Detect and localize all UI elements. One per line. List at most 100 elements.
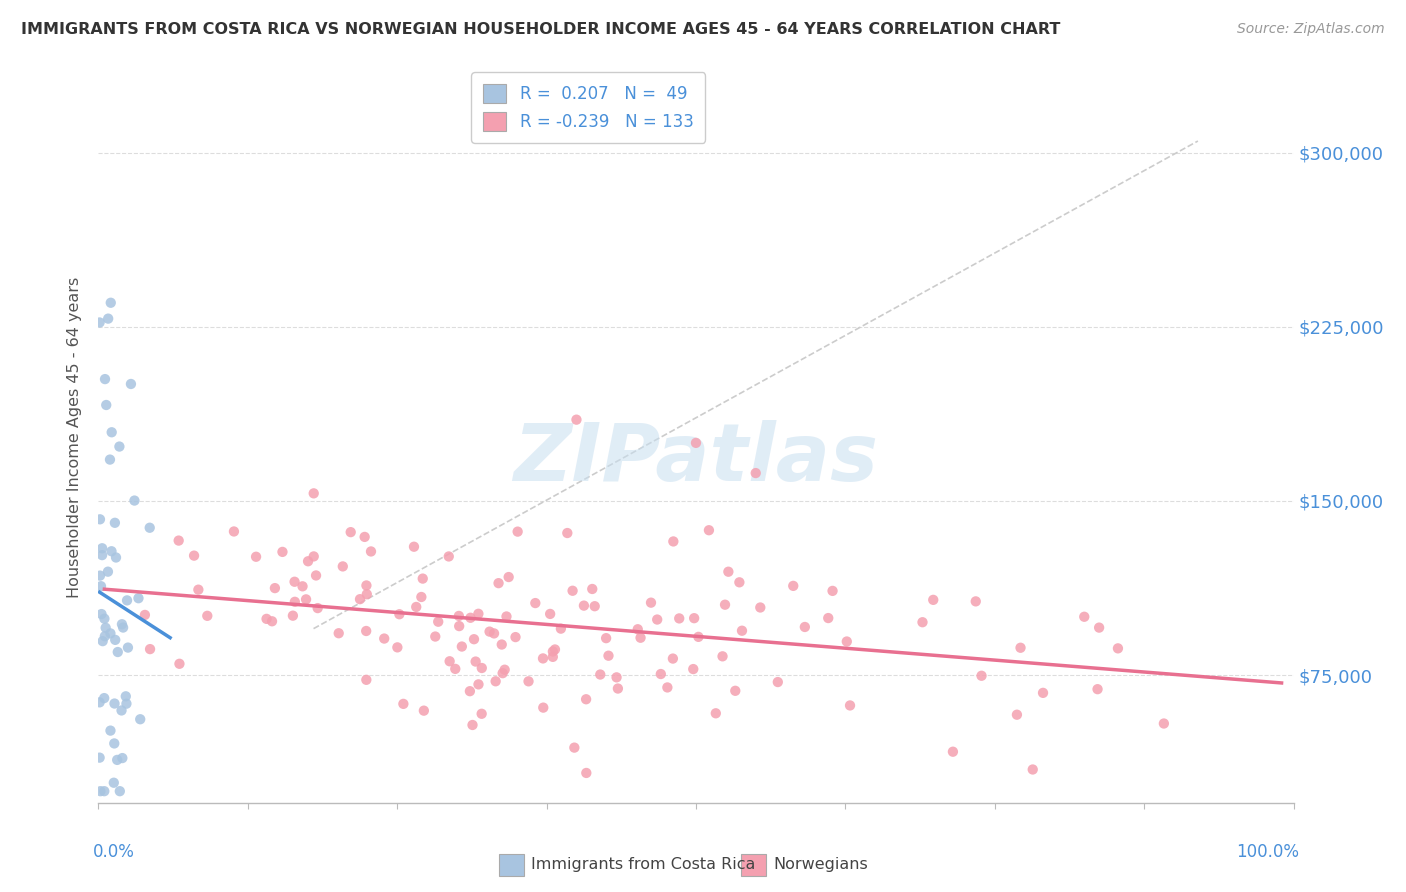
Point bbox=[332, 559, 354, 574]
Point bbox=[187, 582, 209, 597]
Text: Immigrants from Costa Rica: Immigrants from Costa Rica bbox=[531, 857, 756, 871]
Point bbox=[531, 651, 554, 665]
Point bbox=[640, 596, 662, 610]
Point bbox=[495, 609, 517, 624]
Point bbox=[360, 544, 382, 558]
Point bbox=[392, 697, 415, 711]
Point bbox=[94, 629, 117, 643]
Point bbox=[817, 611, 839, 625]
Point bbox=[93, 691, 115, 706]
Point bbox=[1153, 716, 1175, 731]
Point bbox=[104, 632, 127, 647]
Point bbox=[575, 692, 598, 706]
Point bbox=[89, 316, 111, 330]
Point bbox=[402, 540, 425, 554]
Point bbox=[575, 766, 598, 780]
Point bbox=[965, 594, 987, 608]
Point bbox=[942, 745, 965, 759]
Point bbox=[103, 775, 125, 789]
Point bbox=[111, 751, 134, 765]
Point bbox=[387, 640, 409, 655]
Point bbox=[89, 784, 111, 798]
Point bbox=[650, 667, 672, 681]
Point bbox=[89, 695, 111, 709]
Text: ZIPatlas: ZIPatlas bbox=[513, 420, 879, 498]
Point bbox=[749, 600, 772, 615]
Point bbox=[662, 534, 685, 549]
Legend: R =  0.207   N =  49, R = -0.239   N = 133: R = 0.207 N = 49, R = -0.239 N = 133 bbox=[471, 72, 706, 143]
Point bbox=[117, 640, 139, 655]
Point bbox=[411, 590, 433, 604]
Point bbox=[782, 579, 804, 593]
Point bbox=[704, 706, 727, 721]
Point bbox=[728, 575, 751, 590]
Point bbox=[589, 667, 612, 681]
Point bbox=[100, 723, 122, 738]
Point bbox=[471, 661, 494, 675]
Point bbox=[731, 624, 754, 638]
Point bbox=[447, 608, 470, 623]
Point bbox=[544, 642, 567, 657]
Point bbox=[139, 642, 162, 657]
Point bbox=[460, 611, 482, 625]
Point bbox=[464, 655, 486, 669]
Point bbox=[524, 596, 547, 610]
Point bbox=[449, 619, 471, 633]
Point bbox=[195, 608, 218, 623]
Point bbox=[427, 615, 450, 629]
Point bbox=[581, 582, 603, 596]
Point bbox=[97, 311, 120, 326]
Point bbox=[356, 587, 378, 601]
Point bbox=[471, 706, 494, 721]
Point bbox=[583, 599, 606, 614]
Point bbox=[94, 372, 117, 386]
Point bbox=[835, 634, 858, 648]
Point bbox=[437, 549, 460, 564]
Point bbox=[595, 631, 617, 645]
Point bbox=[124, 493, 146, 508]
Point bbox=[662, 651, 685, 665]
Point bbox=[1010, 640, 1032, 655]
Point bbox=[167, 533, 190, 548]
Point bbox=[711, 649, 734, 664]
Point bbox=[302, 486, 325, 500]
Point bbox=[506, 524, 529, 539]
Point bbox=[349, 592, 371, 607]
Point bbox=[302, 549, 325, 564]
Point bbox=[284, 595, 307, 609]
Point bbox=[256, 612, 278, 626]
Point bbox=[353, 530, 375, 544]
Point bbox=[100, 626, 122, 640]
Text: 100.0%: 100.0% bbox=[1236, 843, 1299, 861]
Point bbox=[134, 607, 156, 622]
Point bbox=[458, 684, 481, 698]
Point bbox=[1005, 707, 1028, 722]
Point bbox=[564, 740, 586, 755]
Point bbox=[478, 624, 501, 639]
Text: Source: ZipAtlas.com: Source: ZipAtlas.com bbox=[1237, 22, 1385, 37]
Point bbox=[339, 525, 361, 540]
Point bbox=[565, 412, 588, 426]
Point bbox=[90, 579, 112, 593]
Text: IMMIGRANTS FROM COSTA RICA VS NORWEGIAN HOUSEHOLDER INCOME AGES 45 - 64 YEARS CO: IMMIGRANTS FROM COSTA RICA VS NORWEGIAN … bbox=[21, 22, 1060, 37]
Point bbox=[105, 753, 128, 767]
Point bbox=[531, 700, 554, 714]
Point bbox=[108, 440, 131, 454]
Point bbox=[491, 638, 513, 652]
Point bbox=[114, 690, 136, 704]
Point bbox=[645, 613, 668, 627]
Point bbox=[112, 621, 135, 635]
Point bbox=[498, 570, 520, 584]
Point bbox=[970, 669, 993, 683]
Point bbox=[412, 572, 434, 586]
Point bbox=[90, 607, 112, 621]
Point bbox=[89, 568, 111, 582]
Point bbox=[264, 581, 287, 595]
Point bbox=[89, 750, 111, 764]
Point bbox=[96, 398, 118, 412]
Point bbox=[450, 640, 472, 654]
Point bbox=[100, 544, 122, 558]
Point bbox=[1088, 621, 1111, 635]
Point bbox=[467, 677, 489, 691]
Point bbox=[356, 578, 378, 592]
